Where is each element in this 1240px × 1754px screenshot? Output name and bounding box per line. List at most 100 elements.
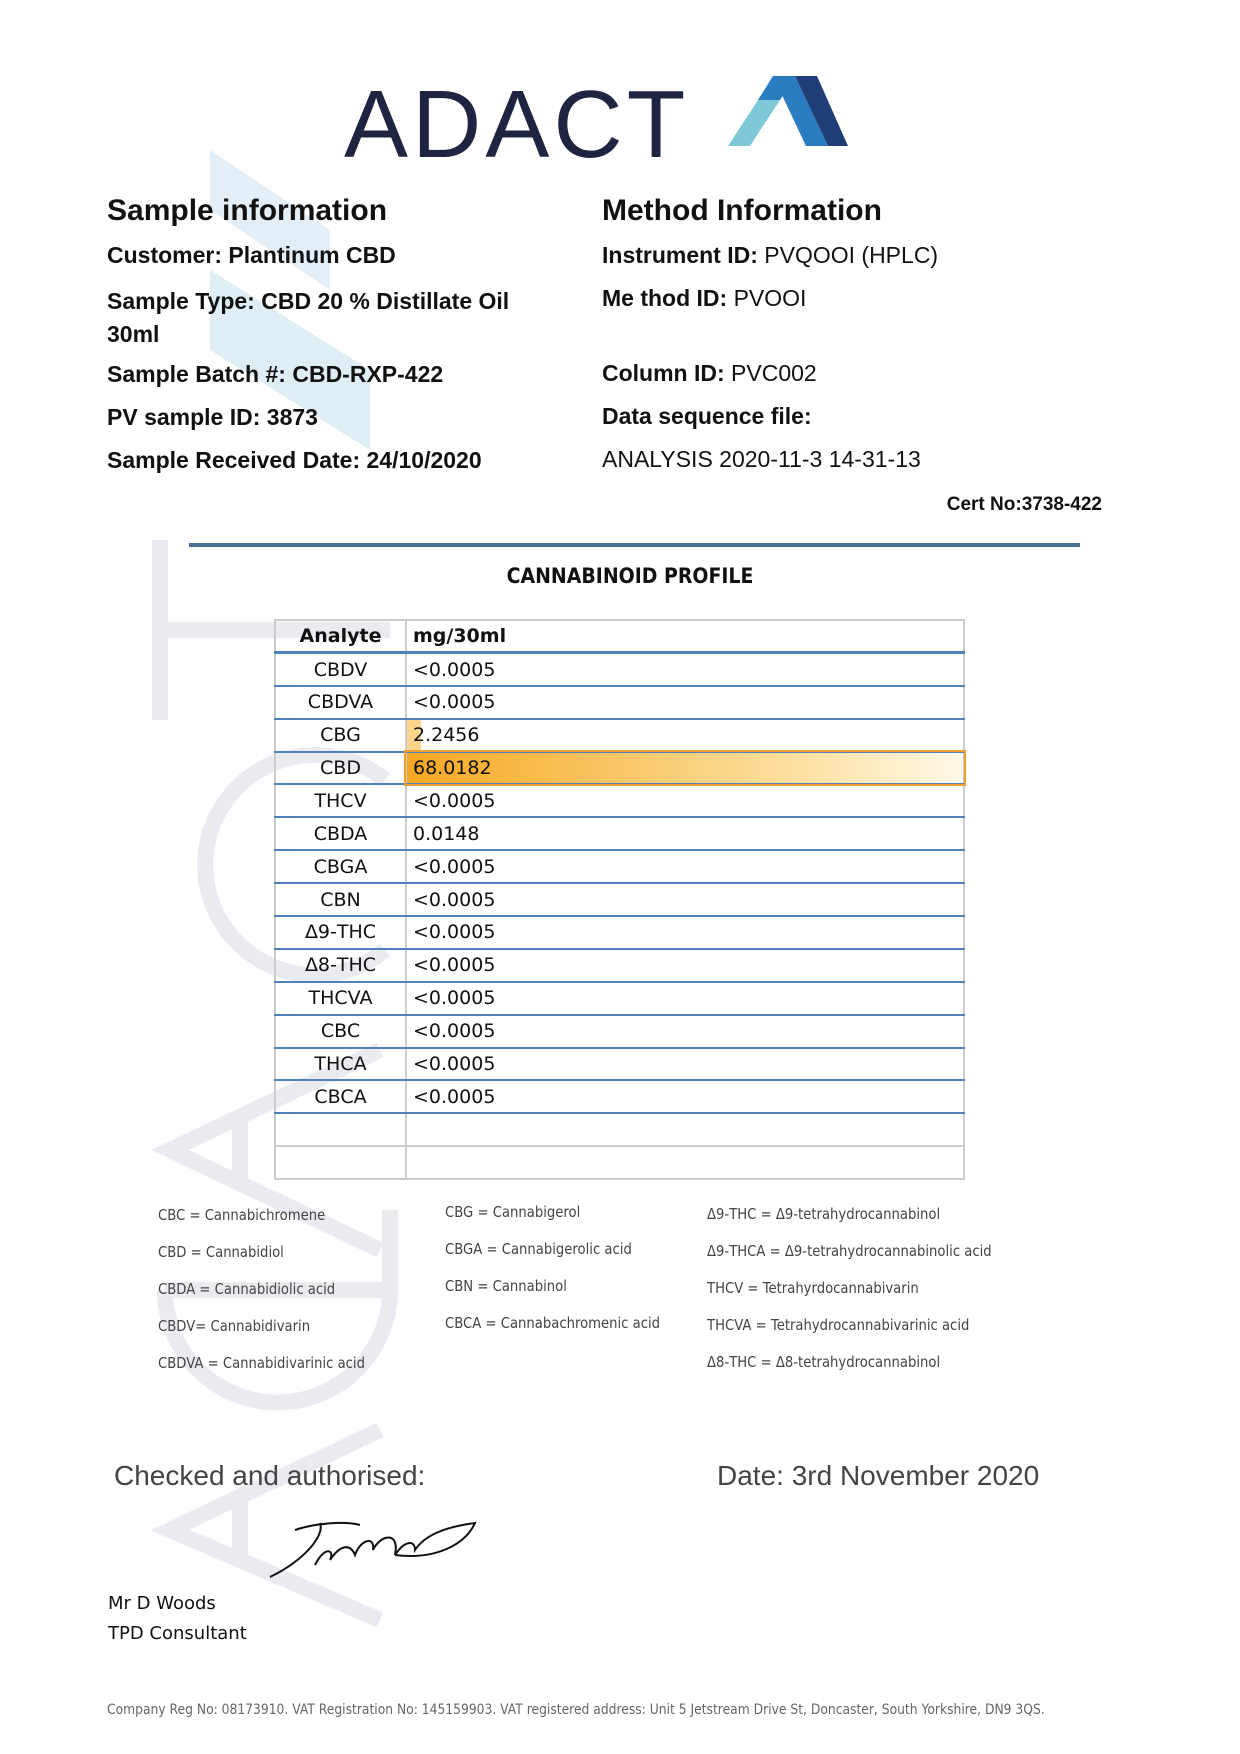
table-header: Analyte mg/30ml bbox=[275, 620, 964, 655]
data-sequence-file: ANALYSIS 2020-11-3 14-31-13 bbox=[602, 446, 921, 472]
logo-text: ADACT bbox=[344, 71, 688, 178]
analyte-cell: CBDA bbox=[275, 817, 407, 852]
amount-cell: <0.0005 bbox=[406, 883, 964, 918]
header-amount: mg/30ml bbox=[406, 620, 964, 655]
checked-label: Checked and authorised: bbox=[114, 1460, 426, 1491]
amount-value: <0.0005 bbox=[413, 1020, 496, 1043]
table-row: Δ9-THC <0.0005 bbox=[275, 916, 964, 950]
analyte-cell: THCVA bbox=[275, 981, 407, 1016]
legend-item: CBGA = Cannabigerolic acid bbox=[445, 1240, 632, 1258]
method-row: Data sequence file: bbox=[602, 403, 812, 429]
empty-cell bbox=[275, 1113, 407, 1148]
amount-value: 2.2456 bbox=[413, 724, 480, 747]
amount-cell: 0.0148 bbox=[406, 817, 964, 852]
amount-value: <0.0005 bbox=[413, 1053, 496, 1076]
analyte-cell: Δ8-THC bbox=[275, 948, 407, 983]
amount-cell: <0.0005 bbox=[406, 784, 964, 819]
amount-cell: 2.2456 bbox=[406, 718, 964, 753]
sample-heading: Sample information bbox=[107, 194, 388, 227]
method-row: Instrument ID: PVQOOI (HPLC) bbox=[602, 242, 939, 268]
sample-info: Sample information Customer: Plantinum C… bbox=[107, 194, 567, 474]
sample-row: Sample Type: CBD 20 % Distillate Oil 30m… bbox=[107, 288, 510, 347]
empty-row bbox=[275, 1113, 964, 1148]
analyte-cell: THCV bbox=[275, 784, 407, 819]
table-row: CBDV <0.0005 bbox=[275, 652, 964, 687]
logo-mark-icon bbox=[728, 76, 849, 146]
amount-cell: <0.0005 bbox=[406, 1014, 964, 1049]
analyte-cell: CBG bbox=[275, 718, 407, 753]
date-label: Date: 3rd November 2020 bbox=[717, 1460, 1040, 1491]
amount-value: 68.0182 bbox=[413, 757, 492, 779]
legend-col-3: Δ9-THC = Δ9-tetrahydrocannabinol Δ9-THCA … bbox=[707, 1205, 992, 1390]
amount-value: <0.0005 bbox=[413, 987, 496, 1010]
divider bbox=[189, 543, 1080, 547]
amount-value: <0.0005 bbox=[413, 658, 496, 681]
legend-item: THCVA = Tetrahydrocannabivarinic acid bbox=[707, 1316, 970, 1334]
legend-col-1: CBC = Cannabichromene CBD = Cannabidiol CB… bbox=[158, 1206, 365, 1391]
table-row: THCA <0.0005 bbox=[275, 1047, 964, 1082]
cert-number: Cert No:3738-422 bbox=[946, 494, 1102, 515]
legend-item: Δ9-THCA = Δ9-tetrahydrocannabinolic acid bbox=[707, 1242, 992, 1260]
table-row: CBN <0.0005 bbox=[275, 883, 964, 918]
legend-item: Δ8-THC = Δ8-tetrahydrocannabinol bbox=[707, 1353, 941, 1371]
amount-value: <0.0005 bbox=[413, 888, 496, 911]
amount-cell: 68.0182 bbox=[404, 749, 966, 787]
amount-cell: <0.0005 bbox=[406, 981, 964, 1016]
empty-cell bbox=[275, 1146, 407, 1181]
legend-item: THCV = Tetrahyrdocannabivarin bbox=[707, 1279, 919, 1297]
table-row: CBDVA <0.0005 bbox=[275, 685, 964, 720]
method-row: Column ID: PVC002 bbox=[602, 360, 817, 386]
amount-value: 0.0148 bbox=[413, 822, 480, 845]
analyte-cell: CBDVA bbox=[275, 685, 407, 720]
legend-item: CBDVA = Cannabidivarinic acid bbox=[158, 1354, 365, 1372]
empty-cell bbox=[406, 1146, 964, 1181]
legend-item: CBD = Cannabidiol bbox=[158, 1243, 284, 1261]
legend-item: CBDV= Cannabidivarin bbox=[158, 1317, 311, 1335]
amount-cell: <0.0005 bbox=[406, 1080, 964, 1115]
profile-title: CANNABINOID PROFILE bbox=[506, 564, 754, 588]
analyte-cell: THCA bbox=[275, 1047, 407, 1082]
analyte-cell: CBD bbox=[275, 751, 407, 786]
header-analyte: Analyte bbox=[275, 620, 407, 655]
amount-cell: <0.0005 bbox=[406, 916, 964, 950]
method-heading: Method Information bbox=[602, 194, 882, 227]
table-row: THCV <0.0005 bbox=[275, 784, 964, 819]
analyte-cell: CBN bbox=[275, 883, 407, 918]
amount-value: <0.0005 bbox=[413, 691, 496, 714]
amount-value: <0.0005 bbox=[413, 1085, 496, 1108]
analyte-cell: CBCA bbox=[275, 1080, 407, 1115]
amount-cell: <0.0005 bbox=[406, 850, 964, 885]
method-row: Me thod ID: PVOOI bbox=[602, 285, 807, 311]
footer: Company Reg No: 08173910. VAT Registrati… bbox=[107, 1702, 1045, 1718]
logo: ADACT bbox=[344, 70, 849, 180]
legend-item: CBG = Cannabigerol bbox=[445, 1203, 581, 1221]
method-info: Method Information Instrument ID: PVQOOI… bbox=[602, 194, 938, 473]
sample-row: PV sample ID: 3873 bbox=[107, 404, 318, 430]
legend-item: CBCA = Cannabachromenic acid bbox=[445, 1314, 661, 1332]
table-row: CBG 2.2456 bbox=[275, 718, 964, 753]
empty-row bbox=[275, 1146, 964, 1181]
watermark-chevron bbox=[210, 150, 370, 450]
signer-name: Mr D Woods bbox=[108, 1593, 216, 1614]
signer-role: TPD Consultant bbox=[108, 1623, 247, 1644]
sample-row: Sample Received Date: 24/10/2020 bbox=[107, 447, 482, 473]
legend-item: Δ9-THC = Δ9-tetrahydrocannabinol bbox=[707, 1205, 941, 1223]
table-row: THCVA <0.0005 bbox=[275, 981, 964, 1016]
amount-cell: <0.0005 bbox=[406, 685, 964, 720]
amount-value: <0.0005 bbox=[413, 855, 496, 878]
empty-cell bbox=[406, 1113, 964, 1148]
amount-cell: <0.0005 bbox=[406, 948, 964, 983]
amount-cell: <0.0005 bbox=[406, 652, 964, 687]
table-row: CBGA <0.0005 bbox=[275, 850, 964, 885]
analyte-cell: CBDV bbox=[275, 652, 407, 687]
legend-item: CBN = Cannabinol bbox=[445, 1277, 567, 1295]
table-row: CBCA <0.0005 bbox=[275, 1080, 964, 1115]
legend-item: CBDA = Cannabidiolic acid bbox=[158, 1280, 336, 1298]
signature bbox=[269, 1521, 477, 1578]
analyte-cell: CBC bbox=[275, 1014, 407, 1049]
sample-row: Sample Batch #: CBD-RXP-422 bbox=[107, 361, 444, 387]
legend-col-2: CBG = Cannabigerol CBGA = Cannabigerolic … bbox=[445, 1203, 660, 1351]
cannabinoid-table: Analyte mg/30ml CBDV <0.0005 CBDVA <0.0005 CB… bbox=[274, 619, 966, 1181]
table-row: CBC <0.0005 bbox=[275, 1014, 964, 1049]
table-row: Δ8-THC <0.0005 bbox=[275, 948, 964, 983]
